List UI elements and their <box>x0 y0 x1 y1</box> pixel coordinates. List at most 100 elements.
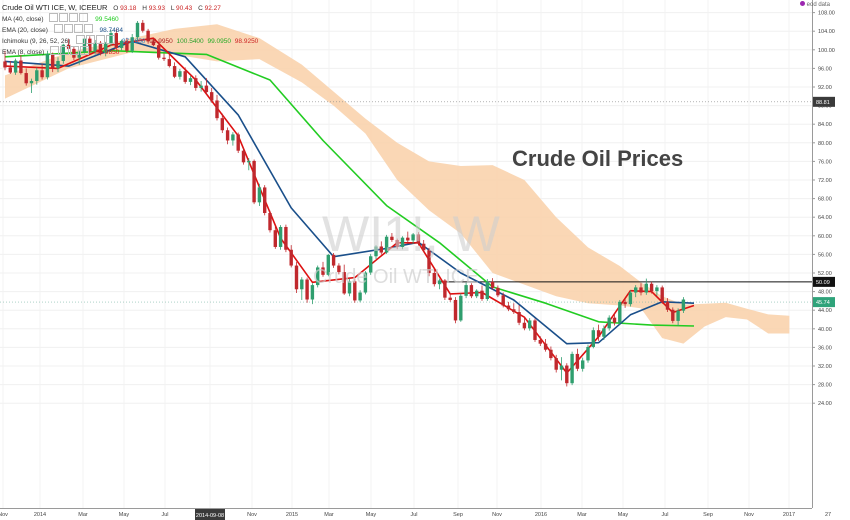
indicator-ema8-controls[interactable] <box>50 46 90 56</box>
candle <box>517 312 521 323</box>
x-tick-label: Jul <box>661 512 668 518</box>
candle <box>464 285 468 296</box>
price-axis[interactable]: 24.00 28.00 32.00 36.00 40.00 44.00 48.00 52.00… <box>812 11 835 408</box>
ohlc-high-value: 93.93 <box>148 5 166 12</box>
price-marker-label: 45.74 <box>816 300 830 306</box>
candle <box>586 346 590 361</box>
ichimoku-span-a-value: 99.0950 <box>207 38 231 45</box>
candle <box>581 360 585 369</box>
candle <box>40 70 44 78</box>
x-tick-label: 2014 <box>34 512 46 518</box>
more-icon[interactable] <box>106 35 116 44</box>
candle <box>533 320 537 340</box>
x-tick-label: Nov <box>247 512 257 518</box>
time-axis[interactable]: Nov 2014 Mar May Jul 2014-09-08 Nov 2015 Mar May J… <box>0 509 831 520</box>
candle <box>204 85 209 93</box>
price-marker-label: 50.09 <box>816 280 830 286</box>
close-icon[interactable] <box>73 24 83 33</box>
grid <box>0 0 812 508</box>
candle <box>411 234 415 241</box>
more-icon[interactable] <box>83 24 93 33</box>
indicator-ma40-label[interactable]: MA (40, close) <box>2 16 44 23</box>
indicator-ma40-controls[interactable] <box>49 13 89 23</box>
x-tick-label: Sep <box>703 512 713 518</box>
candle <box>485 281 489 300</box>
y-tick-label: 48.00 <box>818 290 832 296</box>
eod-indicator[interactable]: eod data <box>799 1 830 8</box>
candle <box>157 45 161 58</box>
candle <box>188 78 193 82</box>
eye-icon[interactable] <box>50 46 60 55</box>
eye-icon[interactable] <box>76 35 86 44</box>
close-icon[interactable] <box>96 35 106 44</box>
candle <box>135 22 140 38</box>
settings-icon[interactable] <box>60 46 70 55</box>
candle <box>480 290 484 300</box>
y-tick-label: 64.00 <box>818 215 832 221</box>
candle <box>437 280 442 285</box>
price-marker-box <box>813 276 835 287</box>
candle <box>634 287 638 293</box>
more-icon[interactable] <box>79 13 89 22</box>
candle <box>199 85 203 88</box>
candle <box>490 281 495 288</box>
candle <box>257 187 262 203</box>
candle <box>215 100 219 119</box>
indicator-ema8[interactable]: EMA (8, close) 95.9850 <box>2 46 262 57</box>
candle <box>247 160 251 163</box>
candle <box>379 246 383 253</box>
ohlc-open-value: 93.18 <box>120 5 137 12</box>
indicator-ema8-label[interactable]: EMA (8, close) <box>2 49 45 56</box>
x-tick-label: 2015 <box>286 512 298 518</box>
candle <box>167 59 171 67</box>
indicator-ichimoku[interactable]: Ichimoku (9, 26, 52, 26) 97.1650 98.9950… <box>2 35 262 46</box>
close-icon[interactable] <box>70 46 80 55</box>
indicator-ichimoku-label[interactable]: Ichimoku (9, 26, 52, 26) <box>2 38 71 45</box>
ohlc-close-label: C <box>198 5 203 12</box>
candle <box>114 33 118 48</box>
candle <box>321 267 325 275</box>
candle <box>395 239 399 247</box>
y-tick-label: 60.00 <box>818 234 832 240</box>
candle <box>284 226 288 250</box>
symbol-title[interactable]: Crude Oil WTI ICE, W, ICEEUR <box>2 3 108 12</box>
settings-icon[interactable] <box>63 24 73 33</box>
eye-icon[interactable] <box>53 24 63 33</box>
settings-icon[interactable] <box>59 13 69 22</box>
eye-icon[interactable] <box>49 13 59 22</box>
x-tick-label: Mar <box>324 512 334 518</box>
indicator-ema20[interactable]: EMA (20, close) 98.7484 <box>2 24 262 35</box>
ichimoku-lagging-value: 100.5400 <box>176 38 204 45</box>
candle <box>353 281 357 301</box>
ohlc-open: O 93.18 <box>113 5 136 12</box>
candle <box>618 301 622 323</box>
candle <box>543 343 548 350</box>
crosshair-date-box <box>195 509 225 520</box>
more-icon[interactable] <box>80 46 90 55</box>
candle <box>575 353 580 369</box>
x-tick-label: May <box>366 512 377 518</box>
y-tick-label: 108.00 <box>818 11 835 17</box>
x-tick-label: Jul <box>161 512 168 518</box>
indicator-ma40[interactable]: MA (40, close) 99.5460 <box>2 13 262 24</box>
candle <box>406 237 410 241</box>
indicator-ema20-controls[interactable] <box>53 24 94 34</box>
candle <box>432 273 436 285</box>
close-icon[interactable] <box>69 13 79 22</box>
candle <box>93 42 97 52</box>
candle <box>591 330 595 347</box>
indicator-ema20-label[interactable]: EMA (20, close) <box>2 27 48 34</box>
x-tick-label: Sep <box>453 512 463 518</box>
ohlc-low: L 90.43 <box>171 5 192 12</box>
indicator-ichimoku-controls[interactable] <box>76 35 116 45</box>
y-tick-label: 76.00 <box>818 159 832 165</box>
symbol-header: Crude Oil WTI ICE, W, ICEEUR O 93.18 H 9… <box>2 2 262 13</box>
candle <box>453 299 458 321</box>
price-marker-box <box>813 297 835 308</box>
y-tick-label: 56.00 <box>818 252 832 258</box>
candle <box>448 297 452 300</box>
candle <box>72 48 76 58</box>
settings-icon[interactable] <box>86 35 96 44</box>
x-tick-label: Nov <box>744 512 754 518</box>
